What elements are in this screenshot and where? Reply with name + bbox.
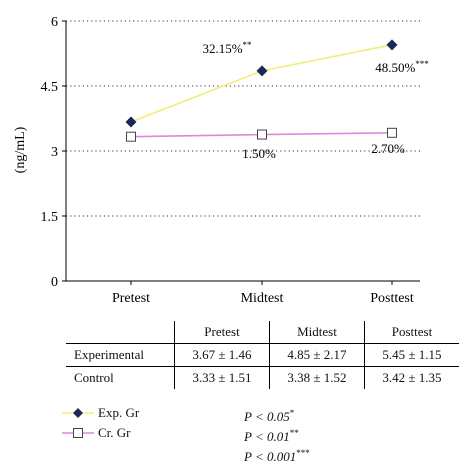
row-label: Control bbox=[74, 370, 114, 385]
table-cell: 3.38 ± 1.52 bbox=[269, 366, 365, 389]
pvalue-note: P < 0.01** bbox=[244, 428, 299, 444]
x-tick-label: Posttest bbox=[370, 291, 414, 306]
y-tick-label: 6 bbox=[51, 15, 58, 30]
diamond-marker-icon bbox=[62, 408, 94, 418]
y-axis-label: (ng/mL) bbox=[13, 126, 28, 173]
table-cell: 3.42 ± 1.35 bbox=[364, 366, 459, 389]
series-layer bbox=[125, 39, 398, 142]
x-axis-ticks: Pretest Midtest Posttest bbox=[112, 281, 414, 306]
y-tick-label: 0 bbox=[51, 275, 58, 290]
y-axis-ticks: 0 1.5 3 4.5 6 bbox=[41, 15, 66, 290]
data-point bbox=[125, 116, 137, 128]
data-label: 32.15%** bbox=[202, 40, 252, 56]
table-cell: 3.33 ± 1.51 bbox=[174, 366, 270, 389]
data-label: 48.50%*** bbox=[375, 59, 429, 75]
legend-label: Exp. Gr bbox=[98, 405, 140, 420]
table-header-row: Pretest Midtest Posttest bbox=[66, 321, 459, 344]
x-tick-label: Midtest bbox=[241, 291, 284, 306]
row-label: Experimental bbox=[66, 343, 175, 367]
y-tick-label: 4.5 bbox=[41, 80, 59, 95]
data-label: 2.70% bbox=[371, 141, 405, 156]
data-label: 1.50% bbox=[242, 146, 276, 161]
legend-label: Cr. Gr bbox=[98, 425, 131, 440]
table-corner-cell bbox=[66, 321, 175, 344]
series-line-exp bbox=[130, 44, 393, 123]
table-row: Control 3.33 ± 1.51 3.38 ± 1.52 3.42 ± 1… bbox=[66, 366, 459, 389]
data-point bbox=[387, 127, 397, 138]
table-cell: 3.67 ± 1.46 bbox=[174, 343, 270, 367]
data-point bbox=[257, 129, 267, 140]
significance-notes: P < 0.05* P < 0.01** P < 0.001*** bbox=[244, 403, 310, 464]
data-point bbox=[256, 65, 268, 77]
data-point bbox=[386, 39, 398, 51]
data-labels: 32.15%** 48.50%*** 1.50% 2.70% bbox=[202, 40, 429, 161]
pvalue-note: P < 0.05* bbox=[244, 408, 295, 424]
table-header-pretest: Pretest bbox=[174, 321, 270, 344]
table-cell: 4.85 ± 2.17 bbox=[269, 343, 365, 367]
summary-table: Pretest Midtest Posttest Experimental 3.… bbox=[66, 321, 459, 389]
square-marker-icon bbox=[62, 428, 94, 438]
table-header-midtest: Midtest bbox=[269, 321, 365, 344]
pvalue-note: P < 0.001*** bbox=[244, 448, 310, 464]
table-row: Experimental 3.67 ± 1.46 4.85 ± 2.17 5.4… bbox=[66, 343, 459, 367]
table-header-posttest: Posttest bbox=[364, 321, 459, 344]
data-point bbox=[126, 131, 136, 142]
y-tick-label: 3 bbox=[51, 145, 58, 160]
table-cell: 5.45 ± 1.15 bbox=[364, 343, 459, 367]
gridlines bbox=[66, 20, 420, 217]
x-tick-label: Pretest bbox=[112, 291, 150, 306]
y-tick-label: 1.5 bbox=[41, 210, 59, 225]
